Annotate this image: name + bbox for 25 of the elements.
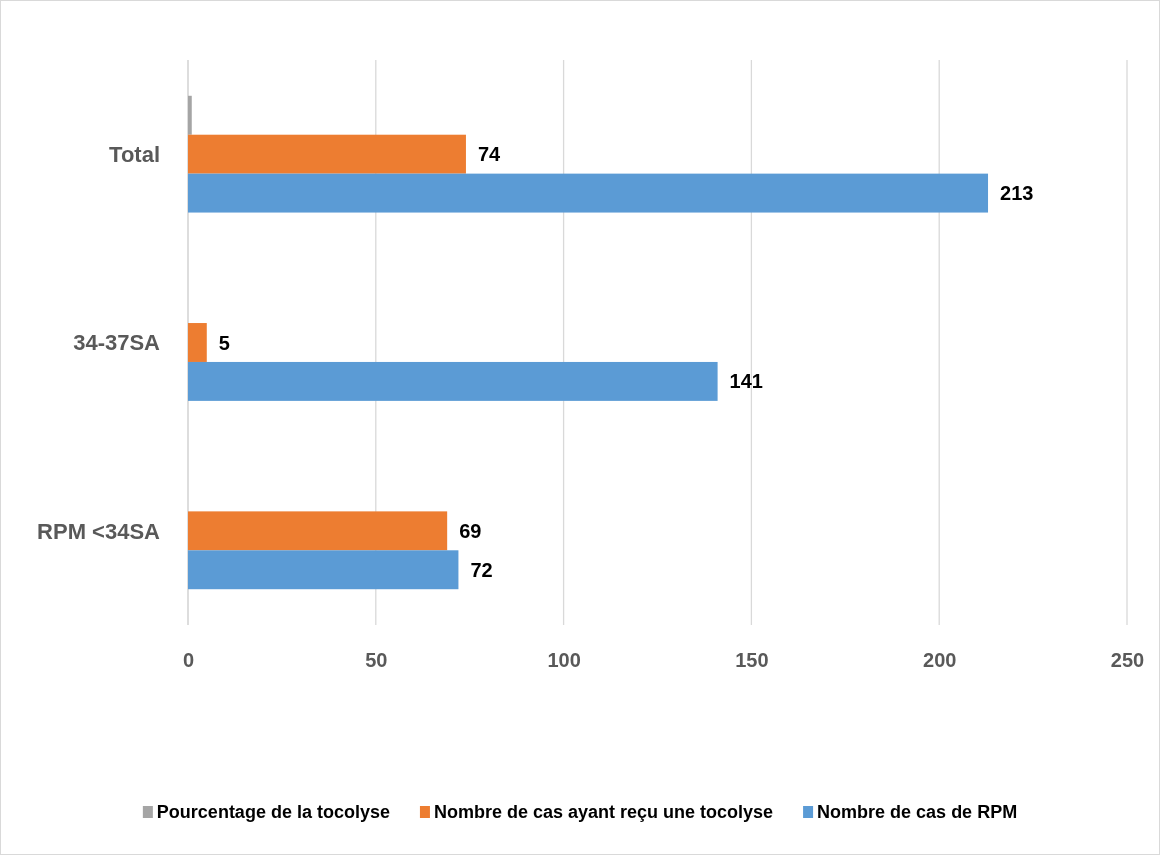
y-tick-label: RPM <34SA: [37, 518, 161, 544]
legend-label: Pourcentage de la tocolyse: [156, 802, 390, 823]
x-tick-label: 0: [182, 649, 195, 672]
data-label: 72: [470, 558, 493, 581]
x-tick-label: 200: [923, 649, 957, 672]
bar: [188, 511, 448, 551]
x-tick-label: 250: [1110, 649, 1145, 672]
data-label: 74: [477, 143, 502, 166]
y-tick-label: Total: [109, 141, 160, 167]
x-tick-label: 150: [735, 649, 769, 672]
bar: [188, 95, 192, 135]
bar: [188, 361, 718, 401]
data-label: 69: [459, 519, 482, 542]
legend-label: Nombre de cas de RPM: [817, 802, 1018, 823]
x-tick-label: 50: [365, 649, 388, 672]
bar: [188, 173, 989, 213]
data-label: 141: [729, 370, 763, 393]
y-tick-label: 34-37SA: [73, 330, 161, 356]
x-tick-label: 100: [547, 649, 581, 672]
legend-label: Nombre de cas ayant reçu une tocolyse: [433, 802, 774, 823]
bar: [188, 134, 466, 174]
bar: [188, 550, 459, 590]
data-label: 5: [218, 331, 230, 354]
bar: [188, 323, 207, 362]
data-label: 213: [1000, 182, 1034, 205]
